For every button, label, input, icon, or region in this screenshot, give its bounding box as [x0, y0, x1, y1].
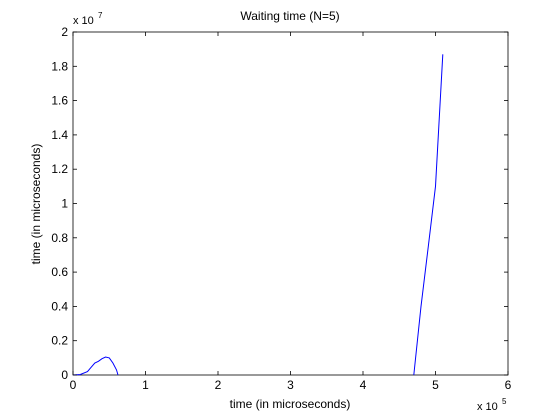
y-tick-label: 0.4 — [51, 299, 68, 313]
plot-area — [72, 31, 509, 376]
y-tick-label: 0.6 — [51, 265, 68, 279]
x-multiplier-base: x 10 — [477, 401, 498, 413]
y-tick-label: 0.2 — [51, 334, 68, 348]
y-tick-label: 2 — [61, 25, 68, 39]
x-tick-label: 3 — [287, 378, 294, 392]
x-tick-label: 4 — [360, 378, 367, 392]
x-tick-label: 6 — [505, 378, 512, 392]
y-tick-label: 1 — [61, 197, 68, 211]
y-axis-label: time (in microseconds) — [29, 144, 43, 265]
y-multiplier-exponent: 7 — [98, 11, 103, 20]
x-multiplier-exponent: 5 — [502, 397, 507, 406]
y-tick-label: 0 — [61, 368, 68, 382]
x-tick-label: 0 — [70, 378, 77, 392]
y-multiplier-base: x 10 — [73, 15, 94, 27]
y-tick-label: 1.4 — [51, 128, 68, 142]
y-tick-label: 0.8 — [51, 231, 68, 245]
x-tick-label: 2 — [215, 378, 222, 392]
ticks-layer: 0 1 2 3 4 5 6 0 0.2 0.4 0.6 0.8 1 1.2 1.4 1.6 1.8 2 — [51, 25, 511, 392]
x-tick-label: 1 — [142, 378, 149, 392]
chart-title: Waiting time (N=5) — [240, 9, 339, 23]
series-layer — [72, 54, 444, 376]
series-line-segment — [72, 356, 119, 376]
y-tick-label: 1.2 — [51, 162, 68, 176]
x-tick-label: 5 — [432, 378, 439, 392]
series-line-segment — [413, 54, 444, 376]
x-axis-label: time (in microseconds) — [230, 397, 351, 411]
y-tick-label: 1.6 — [51, 94, 68, 108]
y-tick-label: 1.8 — [51, 59, 68, 73]
